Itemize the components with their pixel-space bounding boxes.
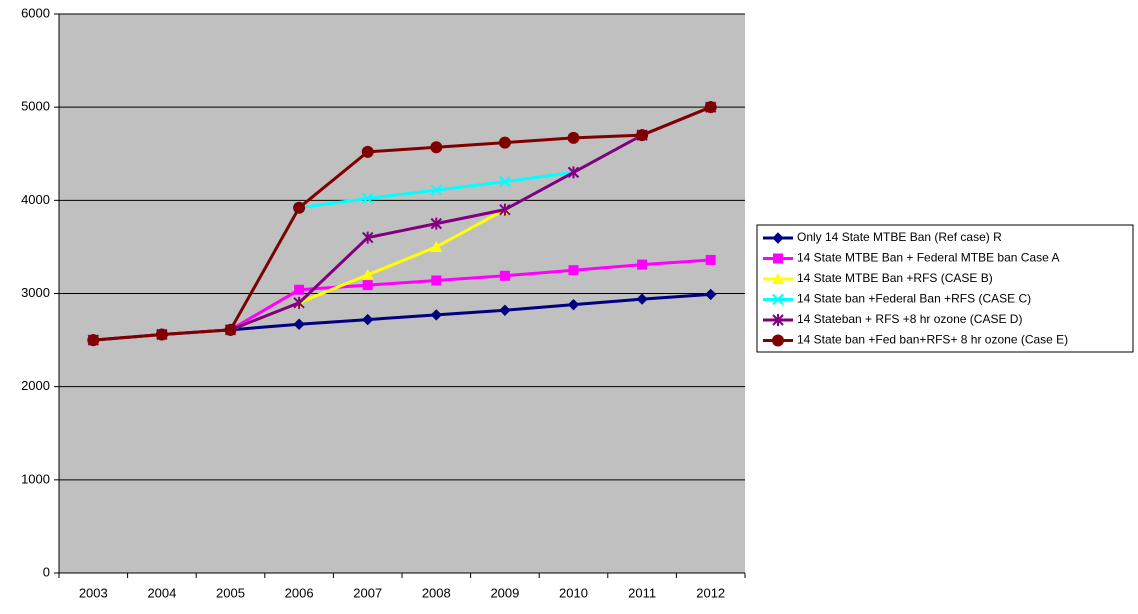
data-point — [499, 304, 511, 316]
x-tick-label: 2008 — [422, 585, 451, 600]
legend-label: 14 State MTBE Ban + Federal MTBE ban Cas… — [797, 251, 1059, 265]
data-point — [430, 217, 443, 230]
data-point — [361, 145, 374, 158]
x-tick-label: 2012 — [696, 585, 725, 600]
data-point — [567, 166, 580, 179]
legend-label: 14 Stateban + RFS +8 hr ozone (CASE D) — [797, 312, 1022, 326]
data-point — [704, 288, 717, 301]
data-point — [705, 254, 716, 265]
legend-marker — [772, 273, 784, 284]
data-point — [293, 318, 305, 330]
data-point — [361, 192, 374, 205]
data-point — [568, 265, 579, 276]
y-tick-label: 2000 — [21, 378, 50, 393]
legend-label: 14 State ban +Fed ban+RFS+ 8 hr ozone (C… — [797, 333, 1068, 347]
x-tick-label: 2005 — [216, 585, 245, 600]
x-tick-label: 2009 — [490, 585, 519, 600]
data-point — [499, 175, 511, 188]
data-point — [294, 284, 305, 295]
data-point — [499, 203, 511, 216]
data-point — [155, 328, 168, 341]
legend-label: 14 State MTBE Ban +RFS (CASE B) — [797, 271, 993, 285]
data-point — [430, 184, 443, 196]
legend-marker — [773, 253, 783, 264]
legend-marker — [772, 334, 784, 347]
legend-marker — [772, 293, 784, 306]
data-point — [431, 275, 442, 286]
data-point — [567, 131, 580, 144]
data-point — [293, 296, 305, 309]
data-point — [293, 201, 306, 214]
x-tick-label: 2004 — [147, 585, 176, 600]
data-point — [636, 129, 649, 142]
data-point — [362, 280, 373, 291]
data-point — [361, 268, 374, 280]
legend-label: 14 State ban +Federal Ban +RFS (CASE C) — [797, 292, 1031, 306]
x-tick-label: 2003 — [79, 585, 108, 600]
y-tick-label: 6000 — [21, 5, 50, 20]
data-point — [499, 270, 510, 281]
data-point — [430, 141, 443, 154]
data-point — [704, 101, 717, 114]
data-point — [361, 231, 374, 244]
data-point — [567, 298, 580, 311]
legend-label: Only 14 State MTBE Ban (Ref case) R — [797, 230, 1002, 244]
y-tick-label: 4000 — [21, 192, 50, 207]
y-tick-label: 0 — [43, 564, 50, 579]
x-tick-label: 2011 — [628, 585, 656, 600]
y-tick-label: 3000 — [21, 285, 50, 300]
data-point — [224, 323, 237, 336]
x-tick-label: 2010 — [559, 585, 588, 600]
y-tick-label: 5000 — [21, 99, 50, 114]
data-point — [361, 313, 374, 326]
data-point — [498, 136, 511, 149]
x-tick-label: 2006 — [285, 585, 314, 600]
data-point — [637, 259, 648, 270]
legend-box — [756, 224, 1134, 353]
y-tick-label: 1000 — [21, 471, 50, 486]
series-line — [93, 105, 712, 342]
data-point — [87, 334, 100, 347]
data-point — [636, 293, 648, 305]
data-point — [430, 240, 443, 252]
data-point — [430, 309, 443, 321]
legend-marker — [772, 314, 784, 326]
x-tick-label: 2007 — [353, 585, 382, 600]
legend-marker — [772, 232, 784, 244]
